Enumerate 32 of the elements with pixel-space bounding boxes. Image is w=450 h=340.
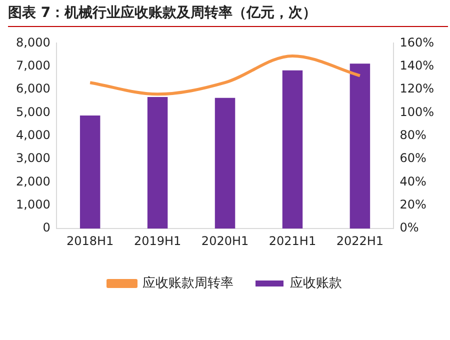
line-series xyxy=(88,54,362,96)
x-tick-label: 2018H1 xyxy=(66,234,114,248)
x-tick-label: 2019H1 xyxy=(134,234,182,248)
y-tick-label: 8,000 xyxy=(16,35,50,50)
y-tick-label: 2,000 xyxy=(16,174,50,188)
y-tick-label: 3,000 xyxy=(16,151,50,166)
y2-tick-label: 20% xyxy=(400,198,426,212)
y-tick-label: 6,000 xyxy=(16,82,50,96)
bar xyxy=(147,96,168,229)
bar xyxy=(282,70,303,229)
y-tick-label: 1,000 xyxy=(16,198,50,212)
y2-tick-label: 160% xyxy=(400,35,434,50)
y2-tick-label: 40% xyxy=(400,174,426,188)
y-tick-label: 5,000 xyxy=(16,104,50,119)
legend-label: 应收账款 xyxy=(290,274,342,291)
y2-tick-label: 140% xyxy=(400,58,434,72)
y2-tick-label: 100% xyxy=(400,104,434,119)
x-tick-label: 2020H1 xyxy=(201,234,249,248)
y2-tick-label: 120% xyxy=(400,82,434,96)
y2-tick-label: 0% xyxy=(400,220,419,235)
y-tick-label: 0 xyxy=(42,220,50,235)
y-tick-label: 7,000 xyxy=(16,58,50,72)
bar xyxy=(214,98,236,229)
y-tick-label: 4,000 xyxy=(16,128,50,142)
y2-tick-label: 80% xyxy=(400,128,426,142)
chart-title: 图表 7：机械行业应收账款及周转率（亿元，次） xyxy=(8,4,448,27)
legend-label: 应收账款周转率 xyxy=(142,274,234,291)
x-tick-label: 2022H1 xyxy=(336,234,384,248)
bar xyxy=(80,116,100,229)
bar xyxy=(350,64,370,229)
x-tick-label: 2021H1 xyxy=(268,234,316,248)
y2-tick-label: 60% xyxy=(400,151,426,166)
